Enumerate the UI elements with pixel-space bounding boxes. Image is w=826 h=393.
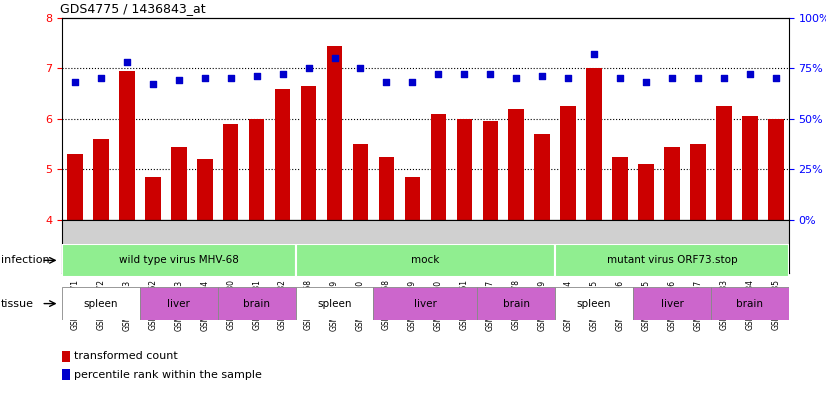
Point: [354, 65, 367, 72]
Text: transformed count: transformed count: [74, 351, 178, 362]
Text: tissue: tissue: [1, 299, 34, 309]
Point: [250, 73, 263, 79]
Bar: [145, 177, 160, 220]
Bar: [275, 88, 291, 220]
Text: percentile rank within the sample: percentile rank within the sample: [74, 369, 262, 380]
Point: [406, 79, 419, 86]
Bar: [296, 244, 555, 277]
Text: liver: liver: [661, 299, 683, 309]
Bar: [633, 287, 711, 320]
Bar: [171, 147, 187, 220]
Bar: [560, 106, 576, 220]
Point: [328, 55, 341, 61]
Bar: [716, 106, 732, 220]
Point: [535, 73, 548, 79]
Bar: [218, 287, 296, 320]
Bar: [327, 46, 342, 220]
Point: [198, 75, 211, 82]
Bar: [555, 244, 789, 277]
Bar: [62, 351, 70, 362]
Text: spleen: spleen: [577, 299, 611, 309]
Bar: [586, 68, 602, 220]
Text: GDS4775 / 1436843_at: GDS4775 / 1436843_at: [60, 2, 206, 15]
Point: [432, 71, 445, 77]
Bar: [249, 119, 264, 220]
Text: spleen: spleen: [83, 299, 118, 309]
Point: [562, 75, 575, 82]
Bar: [509, 109, 524, 220]
Text: spleen: spleen: [317, 299, 352, 309]
Bar: [373, 287, 477, 320]
Bar: [555, 287, 633, 320]
Bar: [62, 369, 70, 380]
Bar: [482, 121, 498, 220]
Point: [458, 71, 471, 77]
Point: [224, 75, 237, 82]
Bar: [612, 157, 628, 220]
Point: [691, 75, 705, 82]
Bar: [93, 139, 109, 220]
Point: [380, 79, 393, 86]
Bar: [711, 287, 789, 320]
Text: brain: brain: [503, 299, 529, 309]
Text: brain: brain: [243, 299, 270, 309]
Text: mock: mock: [411, 255, 439, 265]
Bar: [638, 164, 654, 220]
Bar: [301, 86, 316, 220]
Point: [666, 75, 679, 82]
Point: [121, 59, 134, 65]
Text: brain: brain: [737, 299, 763, 309]
Bar: [223, 124, 239, 220]
Bar: [742, 116, 757, 220]
Point: [614, 75, 627, 82]
Point: [510, 75, 523, 82]
Point: [717, 75, 730, 82]
Bar: [197, 160, 212, 220]
Point: [146, 81, 159, 88]
Bar: [430, 114, 446, 220]
Text: liver: liver: [168, 299, 190, 309]
Point: [743, 71, 757, 77]
Bar: [691, 144, 705, 220]
Text: infection: infection: [1, 255, 50, 265]
Bar: [534, 134, 550, 220]
Bar: [62, 244, 296, 277]
Bar: [62, 287, 140, 320]
Bar: [664, 147, 680, 220]
Point: [639, 79, 653, 86]
Bar: [477, 287, 555, 320]
Point: [302, 65, 316, 72]
Bar: [67, 154, 83, 220]
Bar: [353, 144, 368, 220]
Point: [276, 71, 289, 77]
Text: liver: liver: [414, 299, 437, 309]
Bar: [296, 287, 373, 320]
Bar: [457, 119, 472, 220]
Bar: [119, 71, 135, 220]
Bar: [140, 287, 218, 320]
Bar: [405, 177, 420, 220]
Bar: [768, 119, 784, 220]
Bar: [378, 157, 394, 220]
Text: wild type virus MHV-68: wild type virus MHV-68: [119, 255, 239, 265]
Point: [94, 75, 107, 82]
Point: [172, 77, 185, 84]
Point: [69, 79, 82, 86]
Point: [587, 51, 601, 57]
Text: mutant virus ORF73.stop: mutant virus ORF73.stop: [607, 255, 738, 265]
Point: [484, 71, 497, 77]
Point: [769, 75, 782, 82]
